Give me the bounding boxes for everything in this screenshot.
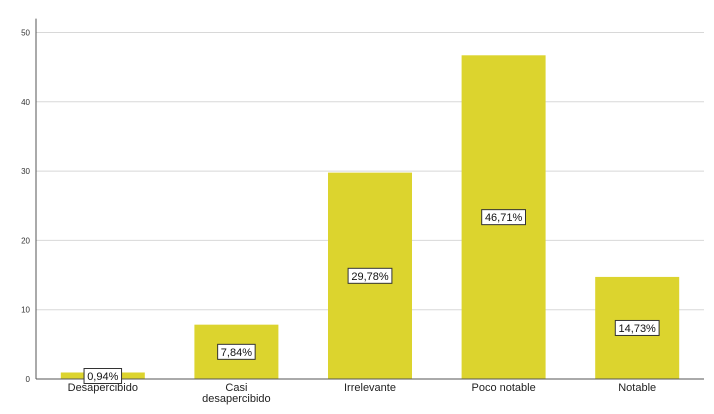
data-label: 0,94%: [87, 371, 118, 383]
x-tick-label-line: Poco notable: [471, 382, 535, 394]
y-tick-label: 10: [21, 306, 30, 315]
x-tick-label: Notable: [618, 382, 656, 394]
y-tick-label: 40: [21, 98, 30, 107]
x-tick-label-line: Casi: [225, 382, 247, 394]
x-tick-label-line: desapercibido: [202, 393, 271, 405]
data-labels: 0,94% 7,84% 29,78% 46,71% 14,73%: [83, 209, 660, 384]
x-tick-label-line: Irrelevante: [344, 382, 396, 394]
x-tick-label: Poco notable: [471, 382, 535, 394]
data-label-box: [217, 343, 256, 360]
data-label-box: [347, 267, 393, 284]
x-tick-label: Casi desapercibido: [202, 382, 271, 405]
axes: 0 10 20 30 40 50 Desapercibido Casi desapercibid…: [21, 18, 704, 405]
data-label-box: [481, 209, 527, 226]
data-label: 29,78%: [351, 271, 389, 283]
y-tick-label: 0: [26, 375, 31, 384]
y-tick-label: 20: [21, 236, 30, 245]
x-tick-label: Irrelevante: [344, 382, 396, 394]
gridlines: [36, 32, 704, 311]
data-label-box: [83, 368, 123, 384]
data-label-box: [614, 319, 660, 336]
data-label: 7,84%: [221, 347, 252, 359]
data-label: 46,71%: [485, 212, 523, 224]
y-tick-label: 50: [21, 29, 30, 38]
x-tick-label: Desapercibido: [68, 382, 138, 394]
y-tick-label: 30: [21, 167, 30, 176]
x-tick-label-line: Notable: [618, 382, 656, 394]
bars: [60, 55, 680, 379]
x-tick-label-line: Desapercibido: [68, 382, 138, 394]
data-label: 14,73%: [619, 323, 657, 335]
